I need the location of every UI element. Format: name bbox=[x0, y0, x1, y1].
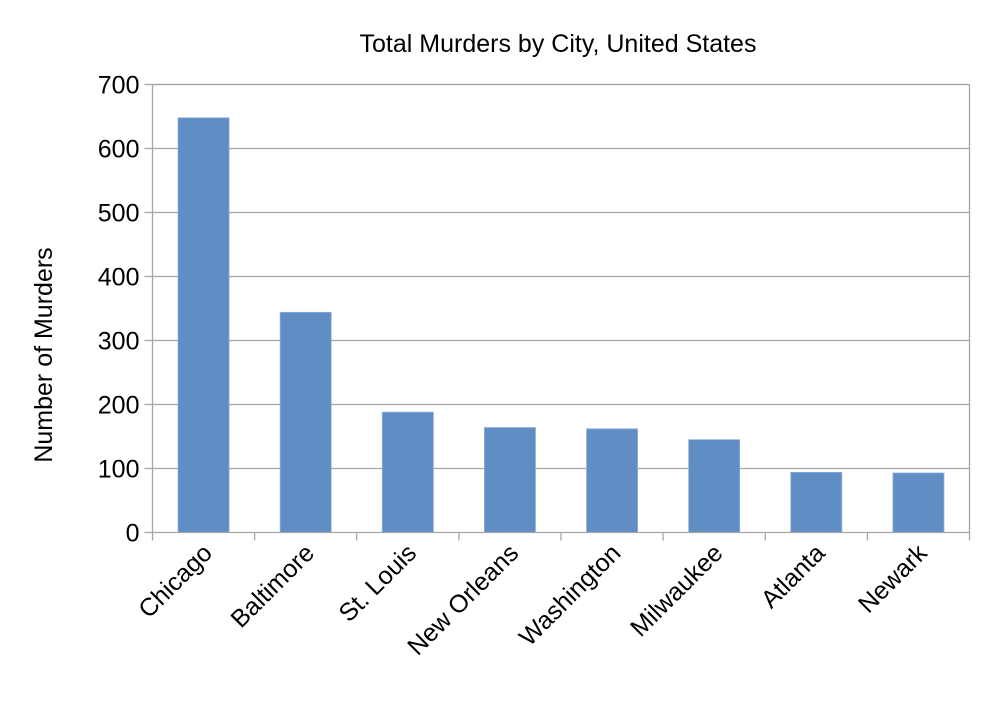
y-tick-label: 100 bbox=[98, 456, 140, 484]
bars bbox=[177, 117, 945, 533]
y-tick-label: 200 bbox=[98, 392, 140, 420]
y-tick-label: 300 bbox=[98, 328, 140, 356]
y-axis-label: Number of Murders bbox=[30, 247, 58, 462]
bar-chicago bbox=[177, 117, 230, 533]
x-tick-label: Baltimore bbox=[225, 539, 319, 633]
chart-title: Total Murders by City, United States bbox=[360, 30, 757, 58]
y-tick-label: 400 bbox=[98, 264, 140, 292]
x-tick-label: Atlanta bbox=[756, 539, 831, 614]
bar-milwaukee bbox=[688, 439, 741, 533]
x-tick-label: Washington bbox=[514, 539, 626, 651]
gridlines bbox=[152, 83, 970, 470]
y-tick-label: 500 bbox=[98, 200, 140, 228]
bar-baltimore bbox=[279, 311, 332, 533]
x-tick-label: Newark bbox=[853, 539, 933, 619]
y-axis-ticks: 0 100 200 300 400 500 600 700 bbox=[98, 72, 153, 548]
bar-st-louis bbox=[381, 411, 434, 533]
y-tick-label: 700 bbox=[98, 72, 140, 100]
y-tick-label: 0 bbox=[126, 520, 140, 548]
bar-newark bbox=[892, 472, 945, 533]
bar-washington bbox=[586, 428, 638, 533]
bar-atlanta bbox=[790, 471, 843, 533]
x-tick-label: Chicago bbox=[133, 539, 218, 624]
y-tick-label: 600 bbox=[98, 136, 140, 164]
x-tick-label: St. Louis bbox=[333, 539, 422, 628]
x-tick-label: Milwaukee bbox=[625, 539, 728, 642]
bar-new-orleans bbox=[484, 427, 536, 533]
axes bbox=[151, 83, 971, 534]
